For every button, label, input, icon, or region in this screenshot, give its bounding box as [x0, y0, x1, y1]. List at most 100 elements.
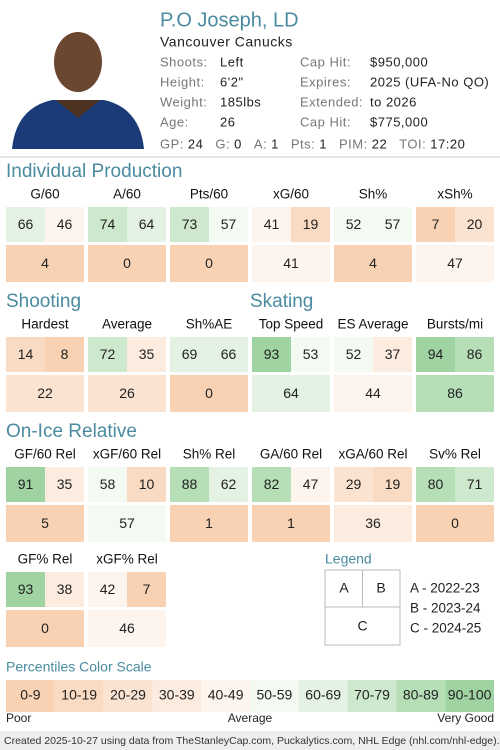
- percentile-value: 47: [303, 476, 319, 492]
- scale-title: Percentiles Color Scale: [6, 659, 152, 675]
- percentile-value: 14: [18, 346, 34, 362]
- percentile-cell: [455, 337, 494, 372]
- percentile-cell: [373, 337, 412, 372]
- percentile-cell: [455, 207, 494, 242]
- stat-value: 1: [319, 136, 327, 151]
- stat-value: 17:20: [430, 136, 465, 151]
- percentile-cell: [170, 207, 209, 242]
- section-title: Individual Production: [6, 161, 182, 182]
- scale-label: Very Good: [437, 711, 494, 725]
- percentile-cell: [45, 337, 84, 372]
- stat-label: PIM:: [339, 136, 368, 151]
- percentile-cell: [252, 467, 291, 502]
- percentile-value: 82: [264, 476, 280, 492]
- percentile-value: 93: [264, 346, 280, 362]
- footer-bg: [0, 731, 500, 750]
- percentile-value: 66: [221, 346, 237, 362]
- scale-cell: [250, 680, 299, 712]
- percentile-value: 0: [41, 620, 49, 636]
- scale-bin: 30-39: [159, 687, 195, 703]
- percentile-cell: [6, 337, 45, 372]
- stat-label: GP:: [160, 136, 184, 151]
- info-value: 26: [220, 114, 235, 129]
- percentile-value: 72: [100, 346, 116, 362]
- info-label: Age:: [160, 114, 189, 129]
- percentile-value: 7: [432, 216, 440, 232]
- info-value: $775,000: [370, 114, 428, 129]
- percentile-value: 41: [264, 216, 280, 232]
- percentile-value: 0: [205, 385, 213, 401]
- percentile-value: 69: [182, 346, 198, 362]
- percentile-cell: [170, 245, 248, 282]
- percentile-cell: [373, 467, 412, 502]
- percentile-cell: [6, 375, 84, 412]
- percentile-value: 4: [369, 255, 377, 271]
- info-value: 2025 (UFA-No QO): [370, 74, 489, 89]
- percentile-value: 38: [57, 581, 73, 597]
- percentile-value: 4: [41, 255, 49, 271]
- percentile-value: 29: [346, 476, 362, 492]
- info-label: Cap Hit:: [300, 54, 351, 69]
- percentile-value: 86: [467, 346, 483, 362]
- scale-bin: 80-89: [403, 687, 439, 703]
- percentile-cell: [416, 375, 494, 412]
- percentile-value: 10: [139, 476, 155, 492]
- info-label: Expires:: [300, 74, 351, 89]
- percentile-cell: [127, 337, 166, 372]
- scale-bin: 90-100: [448, 687, 492, 703]
- percentile-value: 58: [100, 476, 116, 492]
- info-value: 185lbs: [220, 94, 261, 109]
- metric-header: ES Average: [337, 317, 408, 332]
- percentile-value: 35: [57, 476, 73, 492]
- scale-cell: [298, 680, 348, 712]
- percentile-cell: [170, 467, 209, 502]
- percentile-cell: [88, 245, 166, 282]
- stat-value: 22: [372, 136, 387, 151]
- percentile-value: 94: [428, 346, 444, 362]
- percentile-value: 73: [182, 216, 198, 232]
- percentile-cell: [45, 207, 84, 242]
- percentile-cell: [334, 467, 373, 502]
- percentile-value: 19: [385, 476, 401, 492]
- percentile-cell: [127, 467, 166, 502]
- metric-header: Sv% Rel: [429, 447, 481, 462]
- percentile-value: 0: [451, 515, 459, 531]
- percentile-value: 88: [182, 476, 198, 492]
- percentile-value: 44: [365, 385, 381, 401]
- percentile-cell: [6, 245, 84, 282]
- metric-header: Sh%: [359, 187, 388, 202]
- percentile-value: 0: [123, 255, 131, 271]
- percentile-value: 91: [18, 476, 34, 492]
- info-label: Weight:: [160, 94, 207, 109]
- info-label: Height:: [160, 74, 205, 89]
- percentile-value: 35: [139, 346, 155, 362]
- metric-header: A/60: [113, 187, 141, 202]
- section-title: On-Ice Relative: [6, 421, 137, 442]
- metric-header: xGF/60 Rel: [93, 447, 161, 462]
- percentile-cell: [416, 245, 494, 282]
- percentile-value: 26: [119, 385, 135, 401]
- percentile-cell: [334, 337, 373, 372]
- scale-cell: [103, 680, 153, 712]
- percentile-cell: [416, 337, 455, 372]
- percentile-cell: [416, 505, 494, 542]
- legend-key: B: [376, 580, 385, 596]
- scale-cell: [445, 680, 494, 712]
- percentile-value: 86: [447, 385, 463, 401]
- percentile-value: 8: [61, 346, 69, 362]
- info-value: Left: [220, 54, 244, 69]
- metric-header: Average: [102, 317, 152, 332]
- team-name: Vancouver Canucks: [160, 34, 293, 50]
- percentile-cell: [127, 207, 166, 242]
- percentile-cell: [88, 375, 166, 412]
- stat-value: 1: [271, 136, 279, 151]
- legend-entry: C - 2024-25: [410, 621, 481, 636]
- percentile-value: 93: [18, 581, 34, 597]
- stat-value: 0: [234, 136, 242, 151]
- percentile-value: 57: [385, 216, 401, 232]
- metric-header: GF% Rel: [18, 552, 73, 567]
- percentile-cell: [6, 610, 84, 647]
- scale-bin: 20-29: [110, 687, 146, 703]
- percentile-value: 46: [57, 216, 73, 232]
